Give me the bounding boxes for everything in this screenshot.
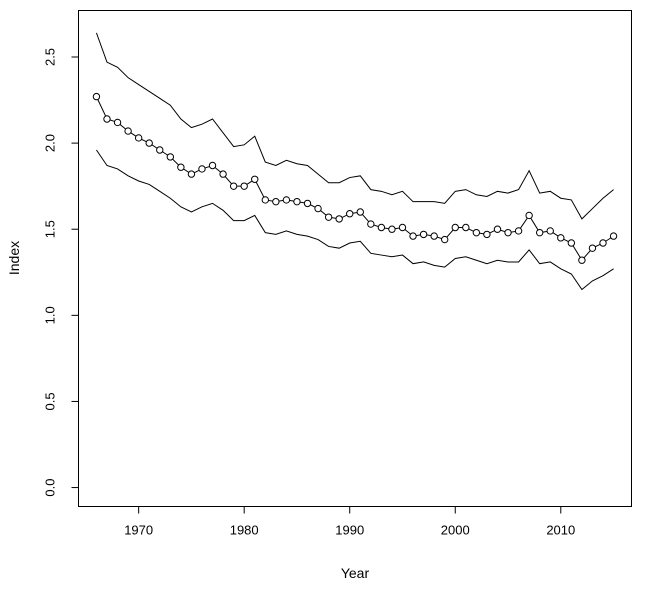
data-point xyxy=(377,223,386,232)
data-point xyxy=(557,234,565,242)
data-point xyxy=(314,204,322,213)
data-point xyxy=(398,223,407,232)
y-axis-label: Index xyxy=(6,241,22,275)
data-point xyxy=(166,153,175,161)
data-point xyxy=(367,220,375,228)
y-tick-label: 1.5 xyxy=(43,220,58,238)
data-point xyxy=(514,227,523,235)
x-axis-label: Year xyxy=(341,565,370,581)
series-layer xyxy=(92,32,618,291)
data-point xyxy=(483,230,491,239)
data-point xyxy=(134,134,143,142)
data-point xyxy=(346,210,354,218)
data-point xyxy=(103,115,111,123)
data-point xyxy=(588,244,597,252)
data-point xyxy=(356,208,364,216)
data-point xyxy=(472,228,481,237)
data-point xyxy=(504,228,512,237)
plot-frame xyxy=(78,10,632,507)
data-point xyxy=(388,225,396,233)
y-tick-label: 2.0 xyxy=(43,134,58,152)
data-point xyxy=(124,127,132,135)
data-point xyxy=(187,170,196,178)
series-line-estimate xyxy=(95,96,614,262)
data-point xyxy=(229,182,238,190)
data-point xyxy=(599,239,607,247)
data-point xyxy=(535,228,544,237)
data-point xyxy=(335,215,343,223)
y-axis: 0.0 0.5 1.0 1.5 2.0 2.5 xyxy=(43,48,79,497)
data-point xyxy=(282,196,291,204)
data-point xyxy=(525,211,533,220)
data-point xyxy=(272,197,280,206)
data-point xyxy=(177,163,185,171)
x-tick-label: 1980 xyxy=(230,523,259,538)
y-tick-label: 1.0 xyxy=(43,306,58,324)
y-tick-label: 0.0 xyxy=(43,479,58,497)
data-point xyxy=(462,223,470,232)
data-point xyxy=(293,197,301,206)
series-line-lower xyxy=(96,149,614,291)
data-point xyxy=(493,225,502,233)
x-tick-label: 1970 xyxy=(124,523,153,538)
y-tick-label: 0.5 xyxy=(43,392,58,410)
y-tick-label: 2.5 xyxy=(43,48,58,66)
data-point xyxy=(567,239,576,247)
data-point xyxy=(198,165,206,173)
data-point xyxy=(251,175,259,183)
data-point xyxy=(303,199,312,208)
data-point xyxy=(441,235,449,244)
data-point xyxy=(609,232,618,240)
data-point xyxy=(219,170,227,178)
series-line-upper xyxy=(95,32,614,220)
data-point xyxy=(208,161,217,170)
data-point xyxy=(156,146,164,154)
x-tick-label: 2000 xyxy=(441,523,470,538)
data-point xyxy=(419,230,428,239)
data-point xyxy=(145,139,153,147)
x-tick-label: 2010 xyxy=(546,523,575,538)
data-point xyxy=(261,196,269,204)
data-point xyxy=(113,118,122,127)
x-tick-label: 1990 xyxy=(335,523,364,538)
data-point xyxy=(430,232,438,240)
data-point xyxy=(578,256,586,264)
data-point xyxy=(546,227,554,235)
data-point xyxy=(324,213,333,221)
data-point xyxy=(409,232,417,240)
x-axis: 1970 1980 1990 2000 2010 xyxy=(124,506,575,538)
data-point xyxy=(240,182,248,190)
data-point xyxy=(92,92,101,101)
data-point xyxy=(451,223,459,232)
